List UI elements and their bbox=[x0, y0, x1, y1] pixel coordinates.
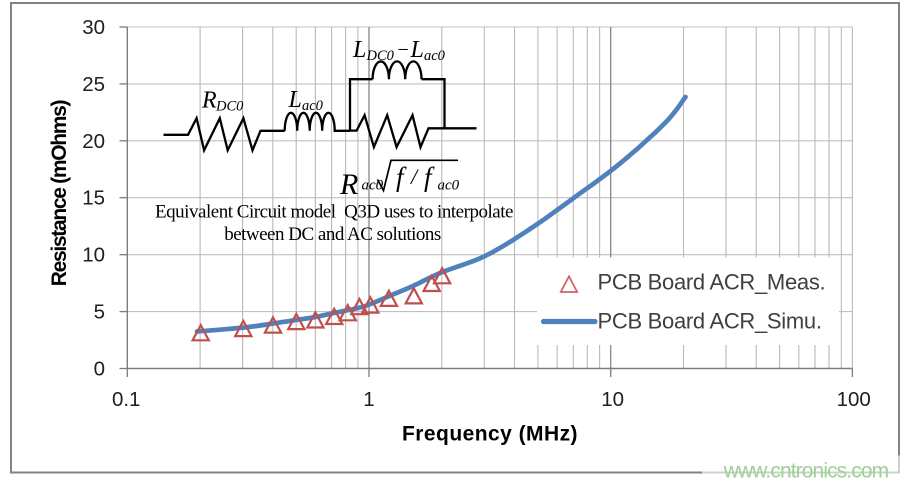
svg-text:−: − bbox=[398, 39, 409, 61]
svg-text:ac0: ac0 bbox=[438, 178, 460, 194]
svg-text:DC0: DC0 bbox=[215, 99, 244, 115]
svg-text:PCB Board ACR_Meas.: PCB Board ACR_Meas. bbox=[598, 270, 826, 295]
svg-text:www.cntronics.com: www.cntronics.com bbox=[723, 460, 889, 483]
svg-text:0: 0 bbox=[94, 358, 105, 381]
svg-text:L: L bbox=[352, 37, 366, 63]
svg-text:R: R bbox=[339, 168, 358, 201]
svg-text:Resistance (mOhms): Resistance (mOhms) bbox=[48, 100, 71, 286]
svg-text:25: 25 bbox=[82, 73, 105, 96]
svg-text:30: 30 bbox=[82, 16, 105, 39]
svg-text:10: 10 bbox=[601, 388, 624, 411]
svg-text:100: 100 bbox=[837, 388, 871, 411]
svg-text:L: L bbox=[410, 37, 424, 63]
svg-text:5: 5 bbox=[94, 301, 105, 324]
svg-text:f: f bbox=[396, 162, 407, 192]
svg-text:ac0: ac0 bbox=[424, 48, 446, 64]
svg-text:20: 20 bbox=[82, 130, 105, 153]
svg-text:PCB Board ACR_Simu.: PCB Board ACR_Simu. bbox=[598, 309, 822, 334]
svg-text:15: 15 bbox=[82, 187, 105, 210]
svg-text:1: 1 bbox=[363, 388, 374, 411]
svg-text:f: f bbox=[424, 162, 435, 192]
svg-text:ac0: ac0 bbox=[302, 98, 324, 114]
svg-text:R: R bbox=[201, 88, 217, 114]
svg-text:0.1: 0.1 bbox=[112, 388, 141, 411]
svg-text:Frequency (MHz): Frequency (MHz) bbox=[402, 423, 578, 446]
svg-text:L: L bbox=[288, 87, 302, 113]
svg-text:between DC and AC solutions: between DC and AC solutions bbox=[224, 224, 441, 245]
svg-text:Equivalent Circuit model Q3D: Equivalent Circuit model Q3D uses to int… bbox=[155, 201, 513, 222]
svg-text:10: 10 bbox=[82, 244, 105, 267]
svg-text:DC0: DC0 bbox=[366, 48, 395, 64]
svg-text:/: / bbox=[409, 164, 419, 189]
